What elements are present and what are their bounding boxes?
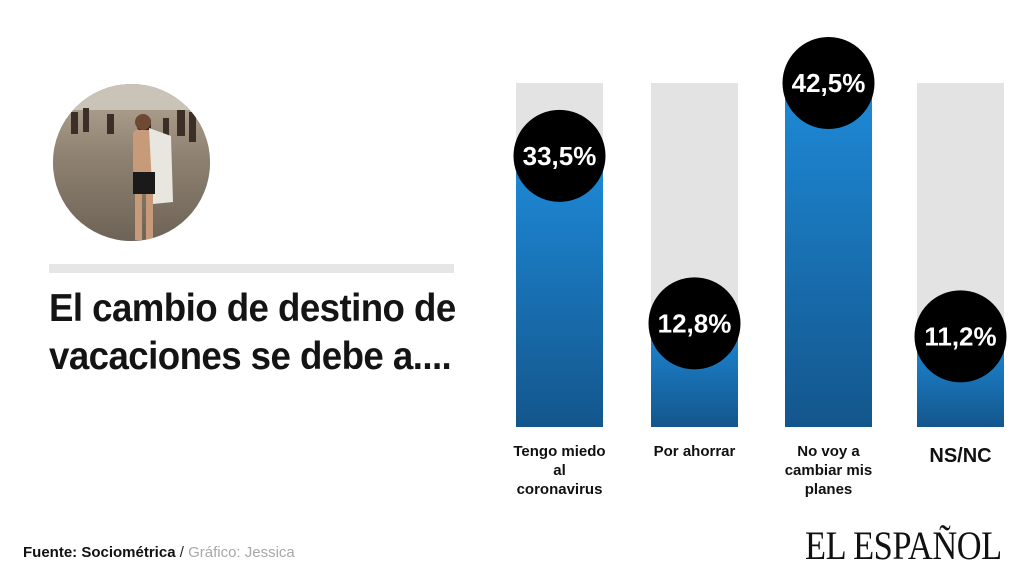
beach-scene-image [53, 84, 210, 241]
el-espanol-logo: EL ESPAÑOL [805, 523, 1002, 568]
headline-rule [49, 264, 454, 273]
value-badge-1 [513, 109, 606, 202]
value-badge-3 [782, 37, 875, 129]
category-label-line: NS/NC [929, 445, 991, 467]
category-label-line: No voy a [797, 443, 860, 460]
category-label-4: NS/NC [929, 445, 991, 467]
category-label-line: al [553, 462, 566, 479]
bar-3 [785, 83, 872, 427]
value-label-3: 42,5% [792, 68, 866, 98]
category-label-2: Por ahorrar [654, 443, 736, 460]
headline-line-2: vacaciones se debe a.... [49, 335, 452, 378]
chart-source: Fuente: Sociométrica / Gráfico: Jessica [23, 544, 295, 561]
category-label-3: No voy a cambiar mis planes [785, 443, 873, 498]
chart-credit: Gráfico: Jessica [188, 544, 295, 561]
value-label-1: 33,5% [523, 141, 597, 171]
source-separator: / [179, 544, 184, 561]
category-label-line: planes [805, 481, 853, 498]
category-label-line: Tengo miedo [513, 443, 605, 460]
value-label-4: 11,2% [924, 321, 996, 351]
beach-photo [53, 84, 210, 241]
value-label-2: 12,8% [658, 308, 732, 338]
category-label-line: cambiar mis [785, 462, 873, 479]
category-label-1: Tengo miedo al coronavirus [513, 443, 605, 498]
chart-headline: El cambio de destino de vacaciones se de… [49, 285, 463, 381]
category-label-line: coronavirus [517, 481, 603, 498]
value-badge-4 [914, 290, 1007, 383]
value-badge-2 [648, 277, 741, 370]
headline-line-1: El cambio de destino de [49, 287, 456, 330]
category-label-line: Por ahorrar [654, 443, 736, 460]
source-label: Fuente: Sociométrica [23, 544, 176, 561]
